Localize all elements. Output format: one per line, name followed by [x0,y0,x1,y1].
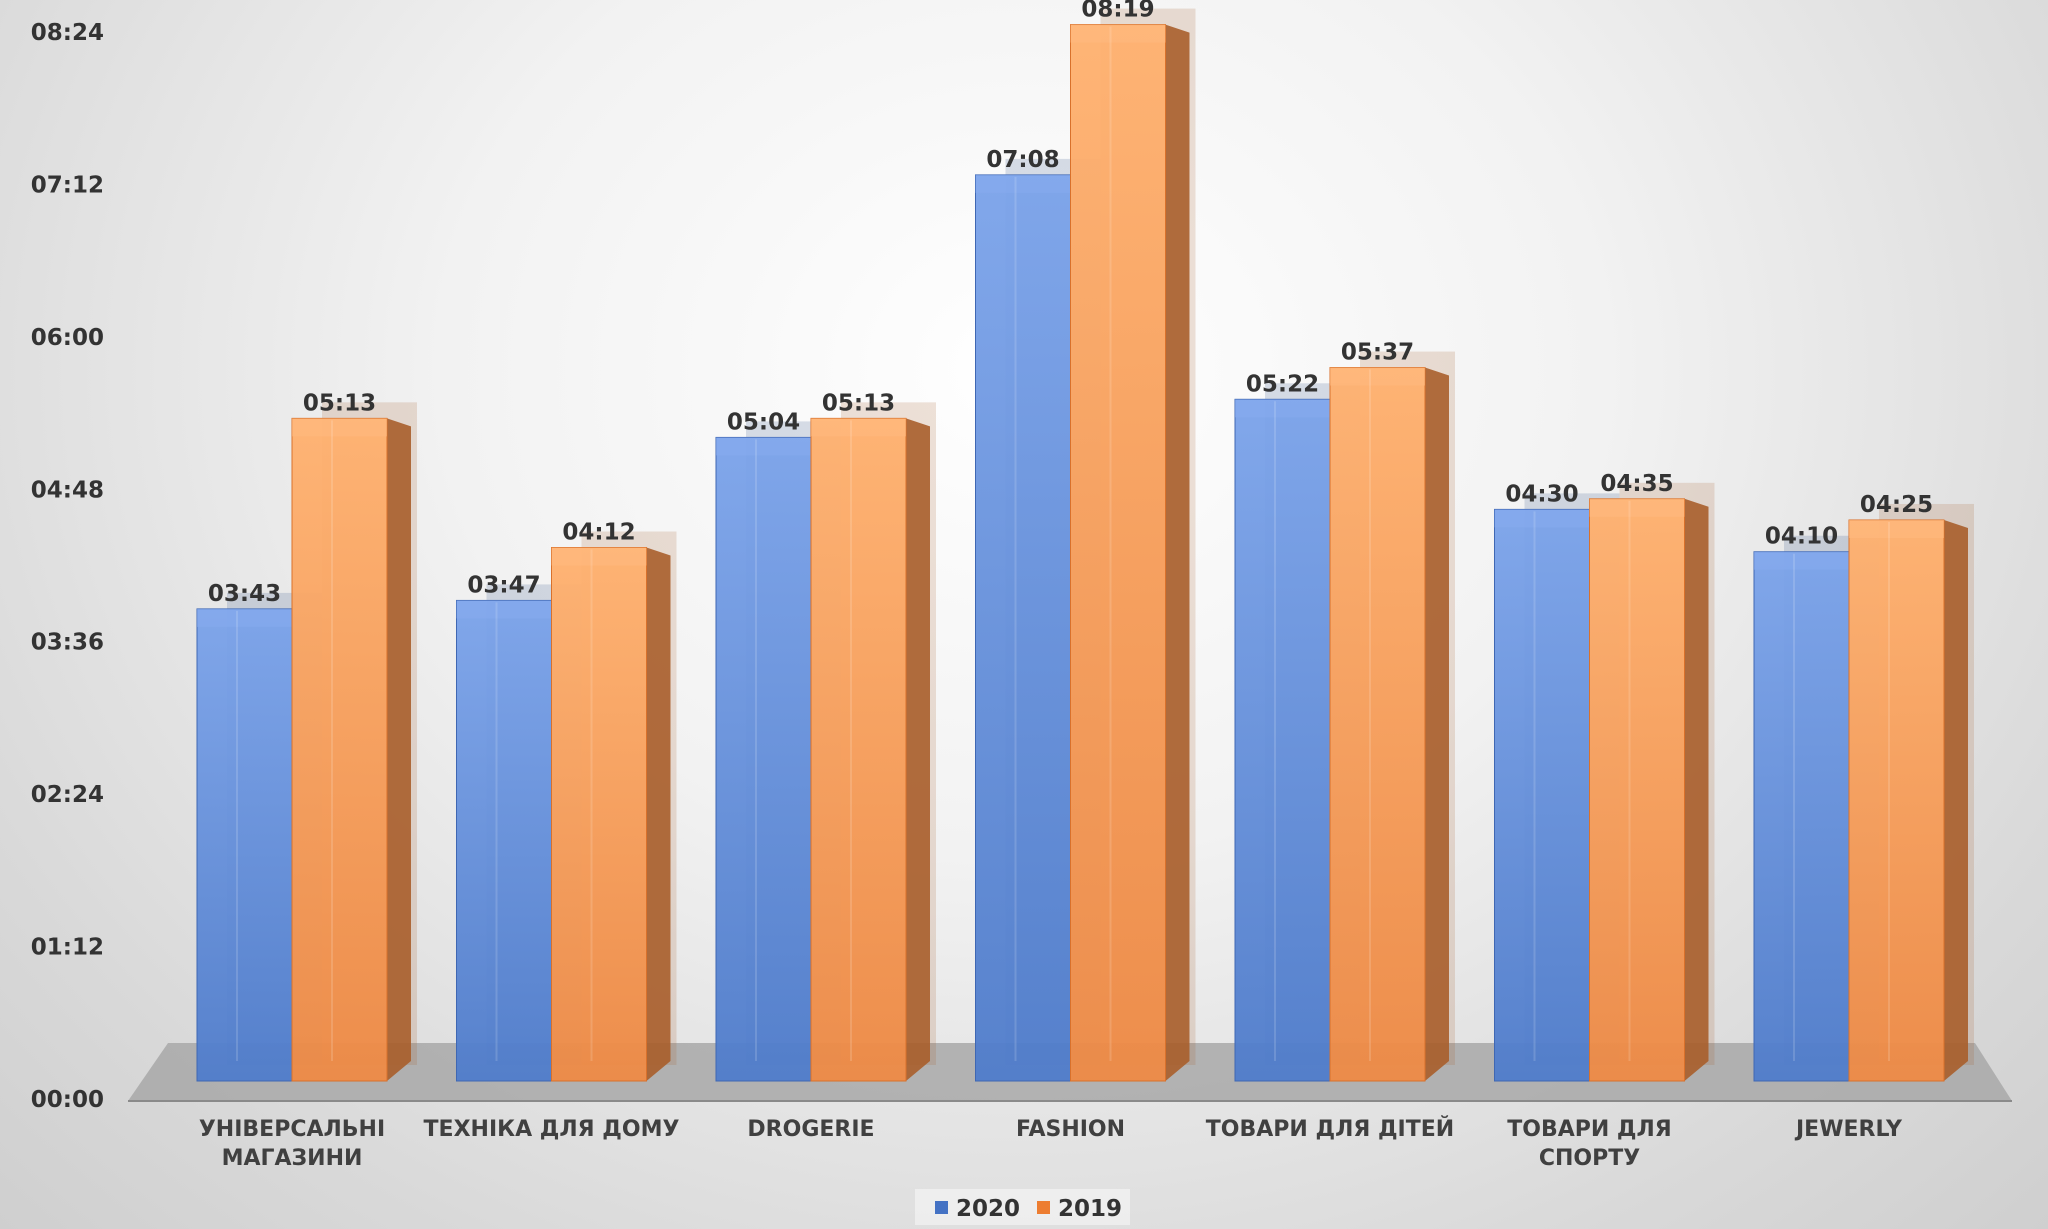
bar-2019-6 [1848,503,1974,1082]
data-label-2019-2: 05:13 [822,390,895,416]
bar-top [1589,498,1685,517]
bar-side [1165,24,1190,1081]
legend-box [915,1189,1130,1225]
category-label-6: JEWERLY [1794,1117,1903,1142]
bar-front [196,608,293,1082]
y-tick-label: 01:12 [31,935,104,961]
data-label-2019-4: 05:37 [1341,340,1414,366]
bar-side [1425,367,1449,1082]
bar-2020-1 [456,584,582,1082]
data-labels: 03:43 05:13 03:47 04:12 05:04 05:13 07:08 08:19… [208,0,1933,607]
bar-top [1754,551,1849,570]
category-label-1: ТЕХНІКА ДЛЯ ДОМУ [424,1117,680,1142]
bar-top [551,547,647,566]
bar-top [1070,24,1166,43]
y-tick-label: 04:48 [31,477,104,503]
category-label-4: ТОВАРИ ДЛЯ ДІТЕЙ [1206,1116,1454,1142]
data-label-2020-5: 04:30 [1505,481,1578,507]
bar-top [975,174,1071,193]
category-label-3: FASHION [1016,1117,1125,1142]
data-label-2019-6: 04:25 [1860,492,1933,518]
bar-front [291,417,388,1082]
bar-front [1848,519,1945,1082]
bar-side [646,547,671,1081]
bar-top [456,600,552,619]
bar-top [1235,399,1330,418]
legend: 2020 2019 [915,1189,1130,1225]
data-label-2019-0: 05:13 [303,390,376,416]
bar-front [1234,398,1331,1082]
bar-side [906,418,930,1081]
x-axis: УНІВЕРСАЛЬНІ МАГАЗИНИ ТЕХНІКА ДЛЯ ДОМУ DROG… [199,1116,1903,1171]
bar-front [1070,24,1166,1082]
bar-front [975,174,1071,1082]
bar-2019-2 [810,402,936,1082]
category-label-0: УНІВЕРСАЛЬНІ [199,1117,385,1142]
bar-2019-5 [1589,482,1715,1082]
data-label-2019-5: 04:35 [1600,471,1673,497]
bar-2019-4 [1329,351,1455,1082]
data-label-2020-1: 03:47 [467,572,540,598]
legend-swatch-2019 [1037,1201,1050,1214]
y-tick-label: 00:00 [31,1087,104,1113]
y-tick-label: 06:00 [31,325,104,351]
bars [196,8,1974,1082]
bar-top [811,418,906,437]
bar-top [1330,367,1425,386]
data-label-2020-6: 04:10 [1765,524,1838,550]
category-label-5: ТОВАРИ ДЛЯ [1507,1117,1672,1142]
data-label-2020-0: 03:43 [208,581,281,607]
data-label-2019-3: 08:19 [1081,0,1154,23]
bar-front [1753,551,1850,1082]
bar-2020-5 [1494,493,1620,1082]
bar-top [716,437,811,456]
bar-2019-3 [1070,8,1196,1082]
bar-front [715,436,812,1082]
bar-2019-0 [291,402,417,1082]
y-tick-label: 03:36 [31,630,104,656]
bar-front [456,599,552,1082]
data-label-2020-3: 07:08 [986,147,1059,173]
bar-front [810,417,907,1082]
bar-side [387,418,411,1081]
bar-top [197,608,292,627]
y-axis: 00:00 01:12 02:24 03:36 04:48 06:00 07:12 08:24 [31,20,104,1113]
bar-front [1494,508,1590,1082]
y-tick-label: 08:24 [31,20,104,46]
bar-2019-1 [551,531,677,1082]
bar-top [1494,509,1590,528]
data-label-2019-1: 04:12 [562,520,635,546]
data-label-2020-4: 05:22 [1246,371,1319,397]
legend-label-2020: 2020 [956,1196,1020,1222]
y-tick-label: 02:24 [31,782,104,808]
category-label-2: DROGERIE [747,1117,874,1142]
bar-side [1684,498,1709,1082]
data-label-2020-2: 05:04 [727,409,800,435]
bar-top [1849,519,1944,538]
y-tick-label: 07:12 [31,172,104,198]
bar-front [1329,367,1426,1082]
bar-top [292,418,387,437]
bar-front [551,547,647,1082]
bar-side [1944,519,1968,1081]
bar-front [1589,498,1685,1082]
category-label-5: СПОРТУ [1539,1146,1640,1171]
legend-label-2019: 2019 [1058,1196,1122,1222]
category-label-0: МАГАЗИНИ [222,1146,363,1171]
legend-swatch-2020 [935,1201,948,1214]
